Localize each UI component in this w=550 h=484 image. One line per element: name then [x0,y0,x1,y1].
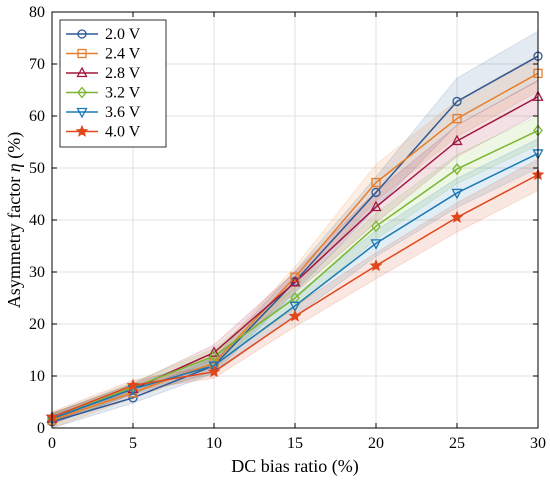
data-point-marker [126,378,140,391]
data-point-marker [371,187,381,198]
legend-marker [77,86,87,99]
y-tick-label: 40 [29,212,45,229]
y-axis-label-main: Asymmetry factor [4,172,24,308]
data-point-marker [209,350,219,363]
legend-item: 4.0 V [66,124,141,141]
x-tick-label: 5 [129,435,137,452]
x-tick-label: 0 [48,435,56,452]
data-point-marker [207,365,221,378]
x-tick-label: 25 [449,435,465,452]
data-point-marker [289,276,301,287]
y-axis-label-symbol: η [4,163,24,172]
legend-item: 2.4 V [66,46,141,63]
legend-label: 3.6 V [105,104,141,121]
data-point-marker [208,361,220,372]
legend-marker [75,124,89,137]
data-point-marker [451,134,463,146]
y-tick-label: 60 [29,108,45,125]
data-point-marker [452,162,462,176]
legend-item: 3.6 V [66,104,141,121]
y-tick-label: 30 [29,264,45,281]
data-point-marker [288,309,302,322]
data-point-marker [370,239,382,250]
legend-label: 2.8 V [105,65,141,82]
x-axis-label: DC bias ratio (%) [231,456,358,477]
data-point-marker [289,301,301,313]
legend-marker [77,48,87,59]
legend-item: 2.0 V [66,26,141,43]
legend-marker [76,66,88,78]
legend-item: 2.8 V [66,65,141,82]
y-tick-label: 50 [29,160,45,177]
data-point-marker [452,96,462,107]
y-tick-label: 70 [29,56,45,73]
legend-box [59,19,167,148]
x-tick-label: 15 [287,435,303,452]
y-tick-label: 10 [29,368,45,385]
data-point-marker [208,346,220,357]
y-axis-label: Asymmetry factor η (%) [4,132,25,308]
x-tick-label: 30 [530,435,546,452]
data-point-marker [290,272,300,282]
axis-ticks: 0 5 10 15 20 25 30 0 10 20 30 40 50 60 70 80 [29,4,546,452]
data-point-marker [369,259,383,272]
legend-label: 3.2 V [105,85,141,102]
legend-label: 4.0 V [105,124,141,141]
legend-label: 2.4 V [105,46,141,63]
x-tick-label: 20 [368,435,384,452]
data-point-marker [451,188,463,200]
legend-marker [77,29,87,39]
y-tick-label: 0 [37,420,45,437]
data-point-marker [371,177,381,188]
data-point-marker [371,220,381,233]
y-tick-label: 80 [29,4,45,21]
legend-marker [76,107,88,119]
x-tick-label: 10 [206,435,222,452]
legend-item: 3.2 V [66,85,141,102]
data-point-marker [452,113,462,124]
legend: 2.0 V 2.4 V 2.8 V 3.2 V 3.6 V 4.0 V [59,19,167,148]
data-point-marker [450,210,464,223]
legend-items: 2.0 V 2.4 V 2.8 V 3.2 V 3.6 V 4.0 V [66,26,141,141]
legend-label: 2.0 V [105,26,141,43]
data-point-marker [290,291,300,305]
y-tick-label: 20 [29,316,45,333]
data-point-marker [370,200,382,212]
y-axis-label-unit: (%) [4,132,25,163]
